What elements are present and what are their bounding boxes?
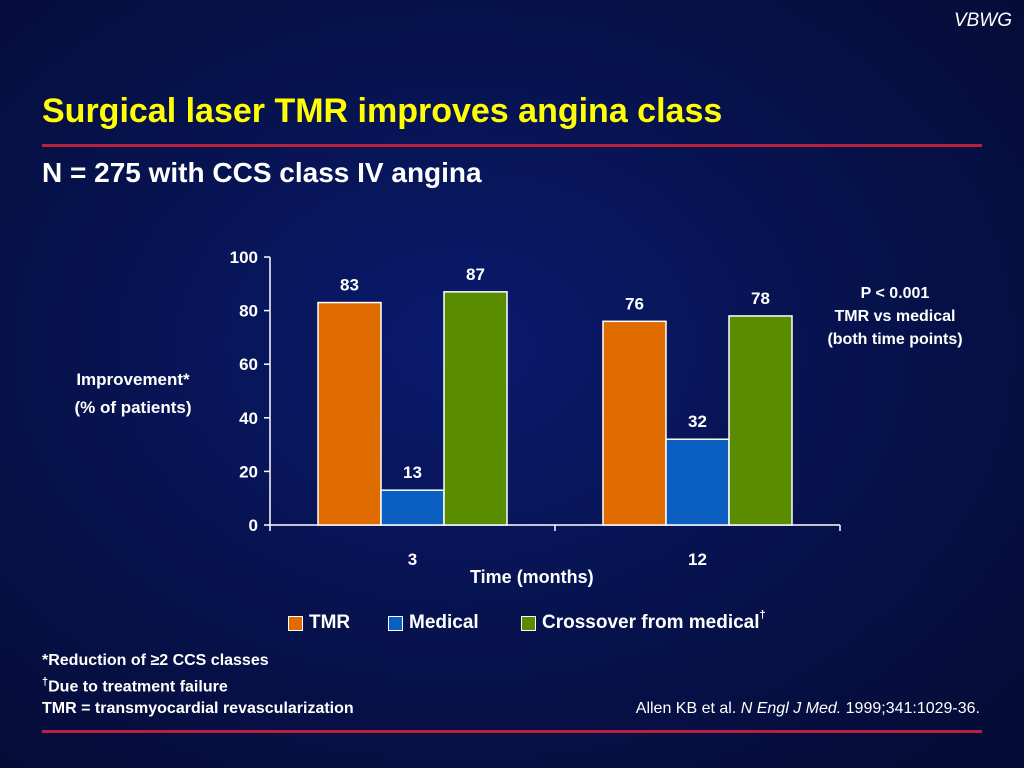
legend-label-medical: Medical xyxy=(409,612,479,633)
citation: Allen KB et al. N Engl J Med. 1999;341:1… xyxy=(636,700,980,718)
citation-journal: N Engl J Med. xyxy=(740,700,842,717)
y-axis-label-line2: (% of patients) xyxy=(74,398,192,417)
bar-crossover-from-medical xyxy=(728,315,793,526)
x-tick-label: 3 xyxy=(408,550,417,569)
data-label: 78 xyxy=(751,289,770,308)
p-value-line: P < 0.001 xyxy=(860,285,930,302)
legend-item-crossover: Crossover from medical † xyxy=(521,609,766,634)
legend-swatch-medical xyxy=(388,615,403,631)
footnote-treatment-failure-text: Due to treatment failure xyxy=(48,678,228,696)
citation-authors: Allen KB et al. xyxy=(635,700,737,717)
slide-subtitle: N = 275 with CCS class IV angina xyxy=(42,157,482,188)
p-value-note: P < 0.001 TMR vs medical (both time poin… xyxy=(800,282,990,351)
legend-item-medical: Medical xyxy=(388,612,479,634)
legend-label-tmr: TMR xyxy=(309,612,351,633)
p-value-scope: (both time points) xyxy=(827,331,963,348)
x-axis-label: Time (months) xyxy=(470,567,594,587)
bar-medical xyxy=(380,489,445,526)
legend-label-crossover: Crossover from medical xyxy=(542,612,760,633)
y-tick-label: 40 xyxy=(239,409,258,428)
y-tick-label: 80 xyxy=(239,302,258,321)
y-axis-label: Improvement* (% of patients) xyxy=(48,366,218,422)
footnote-dagger: † xyxy=(42,676,49,688)
footnote-abbreviation: TMR = transmyocardial revascularization xyxy=(42,700,354,717)
citation-details: 1999;341:1029-36. xyxy=(845,700,980,717)
bar-medical xyxy=(665,438,730,526)
x-tick-label: 12 xyxy=(688,550,707,569)
footnote-treatment-failure: †Due to treatment failure xyxy=(42,676,228,696)
data-label: 76 xyxy=(625,294,644,313)
bar-tmr xyxy=(602,320,667,526)
legend-item-tmr: TMR xyxy=(288,612,350,634)
title-divider xyxy=(42,144,982,147)
p-value-comparison: TMR vs medical xyxy=(834,308,956,325)
data-label: 87 xyxy=(466,265,485,284)
y-tick-label: 60 xyxy=(239,355,258,374)
legend-swatch-crossover xyxy=(521,615,536,631)
bar-tmr xyxy=(317,301,382,526)
brand-logo: VBWG xyxy=(953,10,1012,31)
data-label: 13 xyxy=(403,463,422,482)
y-axis-label-line1: Improvement* xyxy=(76,370,190,389)
slide-title: Surgical laser TMR improves angina class xyxy=(42,92,723,130)
y-tick-label: 0 xyxy=(249,516,258,535)
footnote-ccs: *Reduction of ≥2 CCS classes xyxy=(42,652,269,669)
y-tick-label: 20 xyxy=(239,462,258,481)
y-tick-label: 100 xyxy=(230,248,258,267)
bottom-divider xyxy=(42,730,982,733)
bar-chart: 0 20 40 60 80 100 83 13 87 3 76 32 78 12 xyxy=(230,248,793,569)
bar-crossover-from-medical xyxy=(443,291,508,526)
legend-crossover-dagger: † xyxy=(759,609,766,621)
data-label: 83 xyxy=(340,276,359,295)
legend-swatch-tmr xyxy=(288,615,303,631)
data-label: 32 xyxy=(688,412,707,431)
